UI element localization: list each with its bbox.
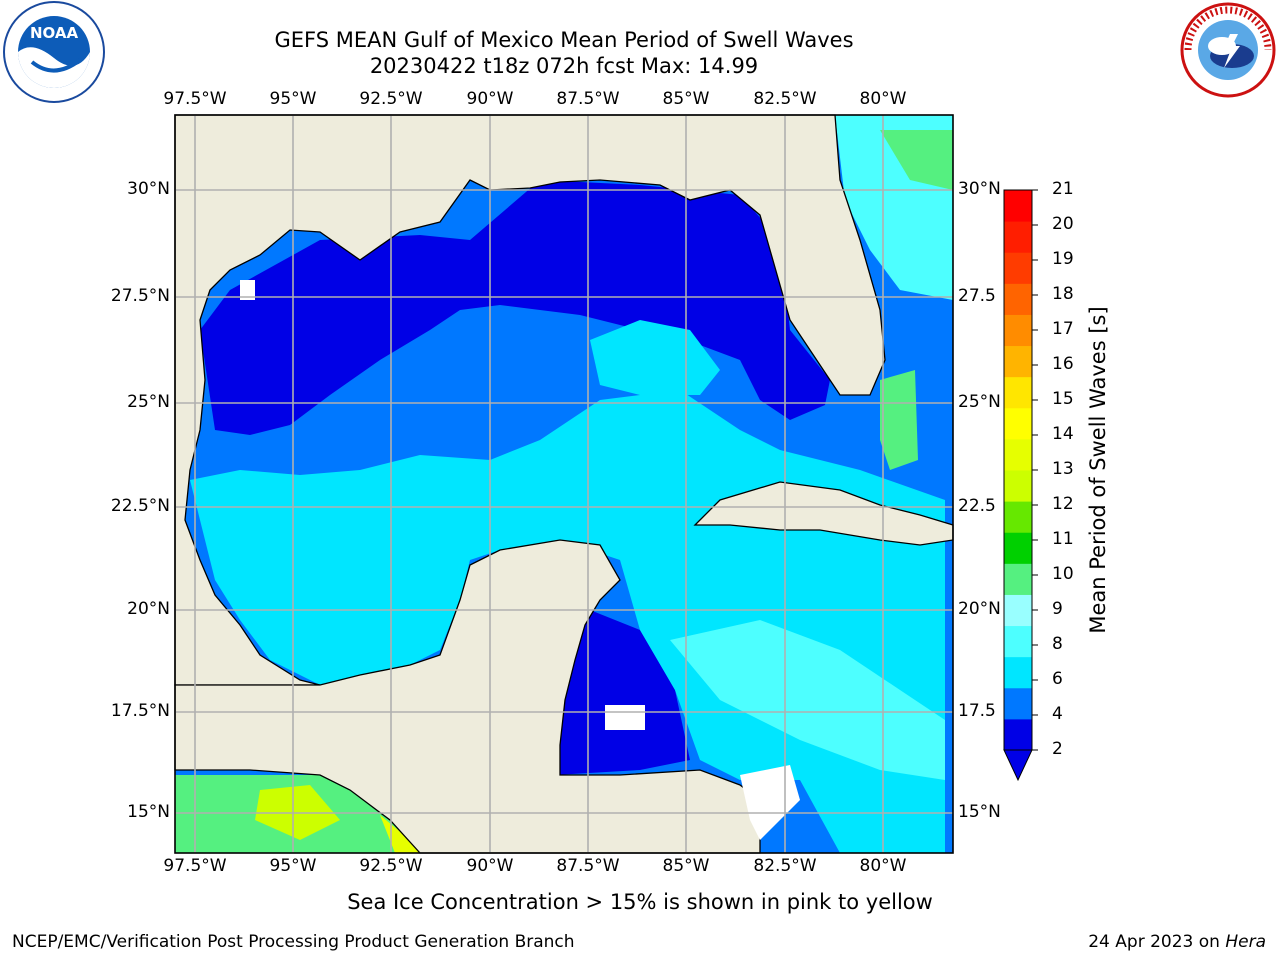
colorbar-tick-label: 15 xyxy=(1052,389,1074,409)
colorbar-tick-label: 8 xyxy=(1052,634,1063,654)
producer-credit: NCEP/EMC/Verification Post Processing Pr… xyxy=(12,932,575,952)
region-14-15s-pacific xyxy=(380,815,420,853)
colorbar-swatch xyxy=(1004,283,1032,315)
colorbar-tick-label: 16 xyxy=(1052,354,1074,374)
lon-tick-bottom: 95°W xyxy=(269,856,317,876)
colorbar-swatch xyxy=(1004,221,1032,253)
chart-subtitle: 20230422 t18z 072h fcst Max: 14.99 xyxy=(369,54,759,78)
sea-ice-note: Sea Ice Concentration > 15% is shown in … xyxy=(347,890,933,914)
noaa-logo-icon: NOAA xyxy=(2,0,106,108)
colorbar-tick-label: 9 xyxy=(1052,599,1063,619)
lat-tick-left: 15°N xyxy=(127,802,170,822)
lat-tick-right: 30°N xyxy=(958,179,1001,199)
colorbar-swatch xyxy=(1004,470,1032,502)
lon-tick-bottom: 85°W xyxy=(662,856,710,876)
colorbar-swatch xyxy=(1004,594,1032,627)
lon-tick-bottom: 97.5°W xyxy=(163,856,227,876)
lat-tick-left: 30°N xyxy=(127,179,170,199)
lon-tick-top: 85°W xyxy=(662,89,710,109)
colorbar-label: Mean Period of Swell Waves [s] xyxy=(1086,306,1110,634)
colorbar-swatch xyxy=(1004,345,1032,378)
lon-tick-bottom: 82.5°W xyxy=(753,856,817,876)
lat-tick-right: 22.5 xyxy=(958,496,996,516)
colorbar-swatch xyxy=(1004,376,1032,409)
colorbar-swatch xyxy=(1004,252,1032,284)
colorbar-swatch xyxy=(1004,563,1032,595)
colorbar-swatch xyxy=(1004,314,1032,347)
colorbar-swatch xyxy=(1004,190,1032,222)
lat-tick-left: 25°N xyxy=(127,392,170,412)
lat-tick-right: 20°N xyxy=(958,599,1001,619)
colorbar-tick-label: 11 xyxy=(1052,529,1074,549)
colorbar-tick-label: 13 xyxy=(1052,459,1074,479)
lat-tick-left: 20°N xyxy=(127,599,170,619)
lon-tick-bottom: 92.5°W xyxy=(359,856,423,876)
lon-tick-bottom: 90°W xyxy=(466,856,514,876)
lon-tick-top: 92.5°W xyxy=(359,89,423,109)
colorbar-swatch xyxy=(1004,501,1032,533)
lat-tick-left: 27.5°N xyxy=(110,286,170,306)
chart-title: GEFS MEAN Gulf of Mexico Mean Period of … xyxy=(274,28,854,52)
colorbar-swatch xyxy=(1004,687,1032,720)
colorbar-swatch xyxy=(1004,625,1032,658)
gridlines xyxy=(175,115,953,853)
colorbar-tick-label: 18 xyxy=(1052,284,1074,304)
region-4-6s-central xyxy=(590,320,720,395)
nodata-patch xyxy=(240,280,255,300)
colorbar-tick-label: 10 xyxy=(1052,564,1074,584)
lon-tick-top: 90°W xyxy=(466,89,514,109)
lon-tick-top: 82.5°W xyxy=(753,89,817,109)
lat-tick-right: 25°N xyxy=(958,392,1001,412)
lon-tick-top: 97.5°W xyxy=(163,89,227,109)
lat-tick-left: 22.5°N xyxy=(110,496,170,516)
map-frame xyxy=(174,114,954,854)
lon-tick-top: 80°W xyxy=(859,89,907,109)
nws-logo-icon xyxy=(1176,0,1280,108)
colorbar-extend-arrow xyxy=(1003,749,1033,782)
lat-tick-right: 15°N xyxy=(958,802,1001,822)
colorbar-tick-label: 14 xyxy=(1052,424,1074,444)
colorbar-tick-label: 20 xyxy=(1052,214,1074,234)
run-date: 24 Apr 2023 on Hera xyxy=(1088,932,1266,952)
lon-tick-top: 95°W xyxy=(269,89,317,109)
colorbar-swatch xyxy=(1004,438,1032,471)
colorbar-tick-label: 6 xyxy=(1052,669,1063,689)
colorbar-tick-label: 2 xyxy=(1052,739,1063,759)
svg-text:NOAA: NOAA xyxy=(30,24,79,42)
colorbar xyxy=(1003,189,1038,782)
colorbar-tick-label: 17 xyxy=(1052,319,1074,339)
lon-tick-top: 87.5°W xyxy=(556,89,620,109)
lat-tick-right: 27.5 xyxy=(958,286,996,306)
colorbar-tick-label: 12 xyxy=(1052,494,1074,514)
colorbar-tick-label: 4 xyxy=(1052,704,1063,724)
colorbar-swatch xyxy=(1004,407,1032,440)
colorbar-tick-label: 21 xyxy=(1052,179,1074,199)
host-name: Hera xyxy=(1225,932,1266,952)
run-date-text: 24 Apr 2023 on xyxy=(1088,932,1226,952)
lon-tick-bottom: 87.5°W xyxy=(556,856,620,876)
lon-tick-bottom: 80°W xyxy=(859,856,907,876)
lat-tick-left: 17.5°N xyxy=(110,701,170,721)
colorbar-swatch xyxy=(1004,718,1032,751)
region-9-10s-bahamas xyxy=(880,370,918,470)
colorbar-swatch xyxy=(1004,532,1032,564)
colorbar-swatch xyxy=(1004,656,1032,689)
colorbar-tick-label: 19 xyxy=(1052,249,1074,269)
nodata-patch xyxy=(605,705,645,730)
region-9-10s-atlantic xyxy=(880,130,953,190)
region-6-8s xyxy=(670,620,945,780)
lat-tick-right: 17.5 xyxy=(958,701,996,721)
